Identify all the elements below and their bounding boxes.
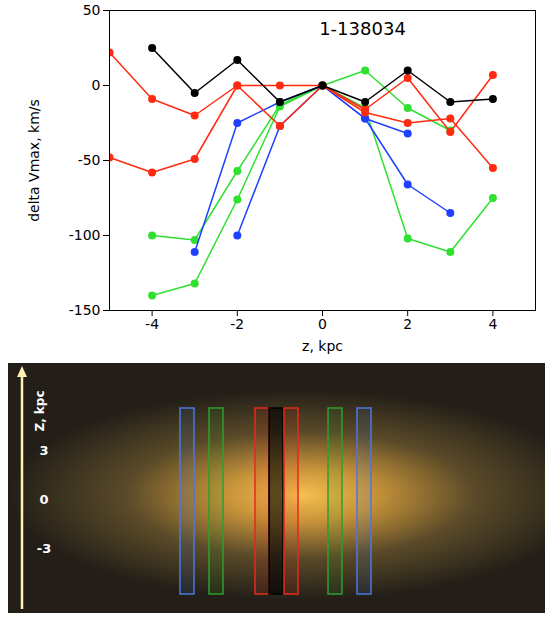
svg-text:Z, kpc: Z, kpc [33,390,47,431]
svg-text:4: 4 [488,316,497,332]
svg-text:delta Vmax, km/s: delta Vmax, km/s [26,99,42,222]
svg-text:1-138034: 1-138034 [319,18,406,39]
svg-text:3: 3 [39,443,48,458]
svg-text:-4: -4 [145,316,159,332]
svg-text:0: 0 [39,492,48,507]
svg-text:-3: -3 [37,541,51,556]
svg-text:2: 2 [403,316,412,332]
svg-text:z, kpc: z, kpc [302,338,343,354]
svg-text:-50: -50 [78,152,101,168]
svg-text:0: 0 [92,77,101,93]
svg-text:-150: -150 [69,302,101,318]
svg-text:50: 50 [83,2,101,18]
svg-text:-2: -2 [230,316,244,332]
svg-text:-100: -100 [69,227,101,243]
svg-text:0: 0 [318,316,327,332]
